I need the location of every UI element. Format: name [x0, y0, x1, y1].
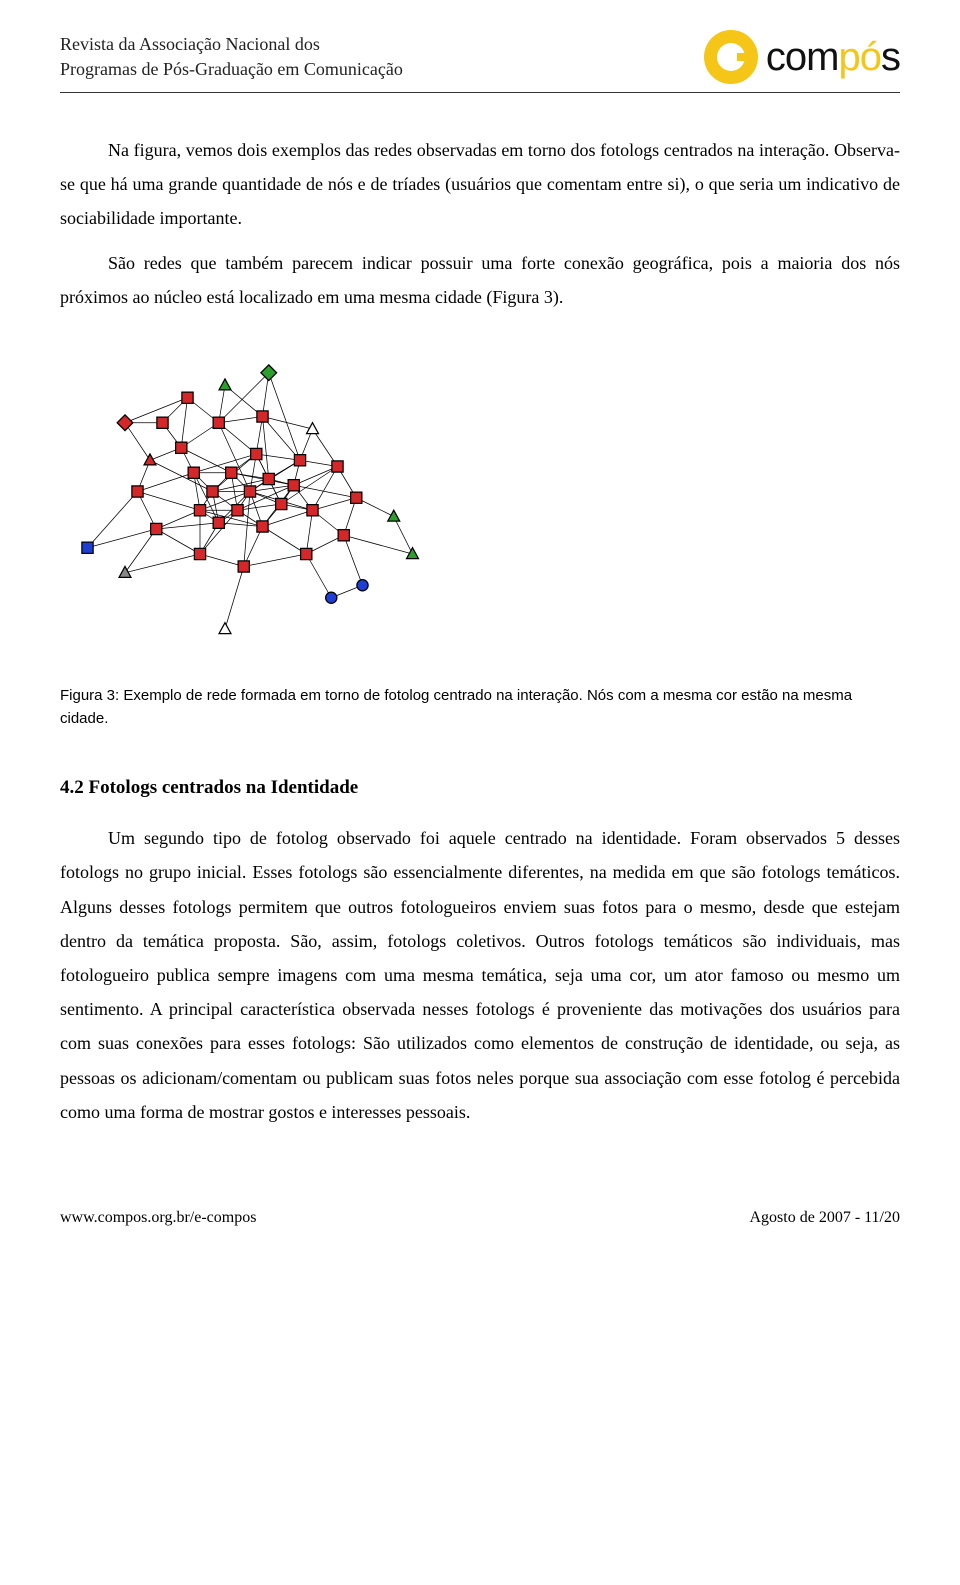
network-diagram: [60, 354, 440, 654]
paragraph-1: Na figura, vemos dois exemplos das redes…: [60, 133, 900, 236]
article-content: Na figura, vemos dois exemplos das redes…: [60, 133, 900, 1129]
logo-wordmark: compós: [766, 35, 900, 80]
figure-3: [60, 354, 900, 665]
journal-title-line1: Revista da Associação Nacional dos: [60, 32, 403, 57]
page-header: Revista da Associação Nacional dos Progr…: [60, 30, 900, 93]
compos-logo: compós: [704, 30, 900, 84]
journal-title: Revista da Associação Nacional dos Progr…: [60, 32, 403, 82]
page-footer: www.compos.org.br/e-compos Agosto de 200…: [60, 1209, 900, 1227]
figure-3-caption: Figura 3: Exemplo de rede formada em tor…: [60, 685, 900, 730]
paragraph-2: São redes que também parecem indicar pos…: [60, 246, 900, 314]
footer-page-info: Agosto de 2007 - 11/20: [749, 1209, 900, 1227]
logo-e-icon: [704, 30, 758, 84]
section-4-2-heading: 4.2 Fotologs centrados na Identidade: [60, 770, 900, 806]
footer-url: www.compos.org.br/e-compos: [60, 1209, 256, 1227]
section-4-2-body: Um segundo tipo de fotolog observado foi…: [60, 821, 900, 1129]
journal-title-line2: Programas de Pós-Graduação em Comunicaçã…: [60, 57, 403, 82]
